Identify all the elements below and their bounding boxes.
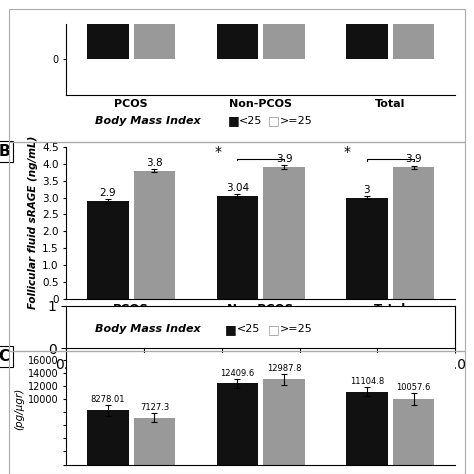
- Bar: [87, 410, 128, 465]
- Bar: [217, 196, 258, 299]
- Text: 3.9: 3.9: [276, 154, 292, 164]
- Text: 3.04: 3.04: [226, 183, 249, 193]
- Bar: [134, 17, 175, 59]
- Bar: [393, 167, 434, 299]
- Text: Body Mass Index: Body Mass Index: [95, 116, 201, 126]
- Y-axis label: Follicular fluid sRAGE (ng/mL): Follicular fluid sRAGE (ng/mL): [28, 136, 38, 310]
- Text: 12409.6: 12409.6: [220, 369, 255, 378]
- Text: 3.8: 3.8: [146, 158, 163, 168]
- Text: □: □: [268, 323, 280, 336]
- Text: 8278.01: 8278.01: [91, 395, 125, 404]
- Text: <25: <25: [237, 324, 260, 335]
- Bar: [134, 418, 175, 465]
- Text: 3.9: 3.9: [405, 155, 422, 164]
- Bar: [263, 167, 305, 299]
- Text: 2.9: 2.9: [100, 188, 116, 198]
- Bar: [87, 201, 128, 299]
- Text: <25: <25: [239, 116, 263, 126]
- Bar: [87, 17, 128, 59]
- Y-axis label: (pg/μgr): (pg/μgr): [14, 388, 24, 430]
- Bar: [263, 379, 305, 465]
- Text: 7127.3: 7127.3: [140, 403, 169, 412]
- Text: >=25: >=25: [280, 116, 312, 126]
- Text: 11104.8: 11104.8: [350, 377, 384, 386]
- Text: 3: 3: [364, 185, 370, 195]
- Text: 12987.8: 12987.8: [267, 364, 301, 373]
- Text: ■: ■: [225, 323, 237, 336]
- Bar: [134, 171, 175, 299]
- Bar: [263, 17, 305, 59]
- Bar: [217, 383, 258, 465]
- Bar: [346, 17, 388, 59]
- Text: □: □: [268, 114, 280, 128]
- Text: B: B: [0, 144, 10, 159]
- Bar: [346, 198, 388, 299]
- Text: Body Mass Index: Body Mass Index: [95, 324, 201, 335]
- Text: C: C: [0, 349, 9, 364]
- Text: *: *: [344, 145, 351, 159]
- Text: 10057.6: 10057.6: [396, 383, 431, 392]
- Text: >=25: >=25: [280, 324, 312, 335]
- Bar: [217, 17, 258, 59]
- Bar: [393, 399, 434, 465]
- Bar: [393, 17, 434, 59]
- Bar: [346, 392, 388, 465]
- Text: *: *: [214, 145, 221, 159]
- Text: ■: ■: [228, 114, 239, 128]
